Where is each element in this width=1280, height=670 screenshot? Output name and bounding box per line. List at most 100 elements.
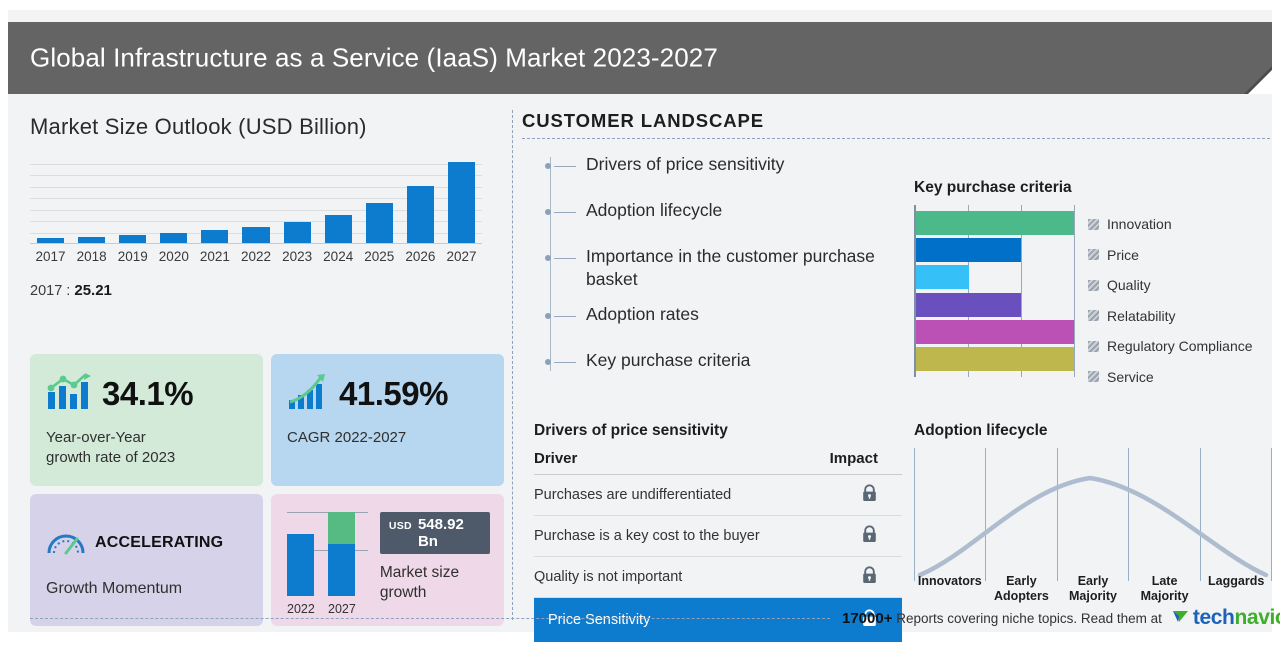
adoption-stage-label: Laggards xyxy=(1208,574,1265,589)
market-size-badge: USD 548.92 Bn xyxy=(379,512,490,554)
customer-landscape-list: Drivers of price sensitivity Adoption lif… xyxy=(522,139,912,395)
drivers-table: Driver Impact Purchases are undifferenti… xyxy=(534,448,902,642)
kpc-bar xyxy=(916,346,1074,371)
customer-landscape-item-label: Key purchase criteria xyxy=(586,350,751,371)
kpc-row-relatability xyxy=(916,292,1074,317)
market-growth-wrap: 2022 2027 USD 548.92 Bn Market size grow… xyxy=(287,508,490,616)
technavio-logo[interactable]: technavio xyxy=(1172,606,1280,630)
kpi-cagr-top: 41.59% xyxy=(287,368,490,420)
momentum-subtitle: Growth Momentum xyxy=(46,580,183,597)
logo-text-tech: tech xyxy=(1192,606,1235,629)
kpc-legend-item: Service xyxy=(1088,362,1253,393)
customer-landscape-panel: CUSTOMER LANDSCAPE Drivers of price sens… xyxy=(522,110,1272,642)
mini-chart-line-mid xyxy=(287,550,368,551)
customer-landscape-item[interactable]: Key purchase criteria xyxy=(545,349,912,383)
bar-label-2024: 2024 xyxy=(323,249,354,264)
kpi-card-market-growth: 2022 2027 USD 548.92 Bn Market size grow… xyxy=(271,494,504,626)
bar-2018 xyxy=(78,236,106,243)
kpc-legend-item: Innovation xyxy=(1088,209,1253,240)
table-row[interactable]: Price Sensitivity xyxy=(534,597,902,642)
market-growth-mini-chart: 2022 2027 xyxy=(287,508,368,616)
customer-landscape-item-label: Drivers of price sensitivity xyxy=(586,154,785,174)
bar-2026 xyxy=(406,186,434,243)
impact-lock-cell[interactable] xyxy=(829,597,902,642)
footer-divider xyxy=(30,617,830,619)
customer-landscape-item[interactable]: Adoption lifecycle xyxy=(545,199,912,233)
chart-gridline xyxy=(30,186,482,188)
kpc-bar xyxy=(916,265,969,290)
lock-icon xyxy=(863,609,876,626)
drivers-col-driver: Driver xyxy=(534,448,830,475)
chart-annotation: 2017 : 25.21 xyxy=(30,282,504,299)
hatch-swatch-icon xyxy=(1088,371,1099,383)
bar-slot xyxy=(194,230,235,243)
kpc-bar xyxy=(916,211,1074,235)
bar-label-2021: 2021 xyxy=(199,249,230,264)
adoption-lifecycle-panel: Adoption lifecycle Innovators Early Adopte… xyxy=(914,422,1272,603)
connector-line xyxy=(554,258,576,259)
header-banner: Global Infrastructure as a Service (IaaS… xyxy=(8,22,1272,94)
stage-line1: Early xyxy=(1006,574,1037,589)
adoption-gridline xyxy=(1128,448,1129,581)
chart-gridline xyxy=(30,221,482,222)
bar-label-2022: 2022 xyxy=(240,249,272,264)
driver-name-cell: Price Sensitivity xyxy=(534,597,830,642)
mini-chart-bars xyxy=(287,512,368,596)
stage-line2: Majority xyxy=(1069,588,1117,603)
market-growth-text: USD 548.92 Bn Market size growth xyxy=(379,508,490,616)
kpi-cagr-value: 41.59% xyxy=(339,375,448,412)
table-row[interactable]: Purchases are undifferentiated xyxy=(534,474,902,516)
connector-line xyxy=(554,212,576,213)
bar-slot xyxy=(30,237,71,243)
bar-label-2026: 2026 xyxy=(405,249,436,264)
chart-axis-line xyxy=(30,243,482,244)
bar-label-2019: 2019 xyxy=(117,249,148,264)
bar-label-2020: 2020 xyxy=(158,249,189,264)
customer-landscape-heading: CUSTOMER LANDSCAPE xyxy=(522,110,764,131)
badge-unit: USD xyxy=(388,520,412,532)
lock-icon xyxy=(863,566,876,583)
mini-bar-2027-base xyxy=(328,543,355,596)
list-spine xyxy=(550,157,551,372)
bar-slot xyxy=(277,222,318,243)
table-row[interactable]: Purchase is a key cost to the buyer xyxy=(534,515,902,557)
customer-landscape-item[interactable]: Drivers of price sensitivity xyxy=(545,153,912,187)
page-fold-corner xyxy=(1248,70,1272,94)
kpi-cagr-subtitle: CAGR 2022-2027 xyxy=(287,429,407,446)
kpi-yoy-value: 34.1% xyxy=(102,375,194,412)
mini-bar-2022 xyxy=(287,512,314,596)
customer-landscape-item[interactable]: Adoption rates xyxy=(545,303,912,337)
adoption-stage-label: Late Majority xyxy=(1129,574,1201,603)
connector-line xyxy=(554,362,576,364)
key-purchase-criteria-panel: Key purchase criteria Innovation Price Qua… xyxy=(914,179,1272,392)
bar-slot xyxy=(318,214,359,243)
bar-slot xyxy=(359,203,400,243)
stage-line1: Early xyxy=(1077,574,1109,589)
impact-lock-cell[interactable] xyxy=(829,515,902,557)
kpc-bar-rows xyxy=(916,211,1074,371)
kpi-yoy-subtitle: Year-over-Year growth rate of 2023 xyxy=(46,428,249,469)
drivers-header-row: Driver Impact xyxy=(534,448,902,475)
bar-slot xyxy=(71,236,112,243)
kpc-legend-item: Price xyxy=(1088,240,1253,271)
adoption-chart: Innovators Early Adopters Early Majority Late… xyxy=(914,448,1272,603)
adoption-gridline xyxy=(914,448,915,581)
impact-lock-cell[interactable] xyxy=(829,474,902,516)
gauge-icon xyxy=(46,526,86,561)
bar-label-2027: 2027 xyxy=(446,249,477,264)
bar-chart-up-icon xyxy=(46,372,92,417)
customer-landscape-body: Drivers of price sensitivity Adoption lif… xyxy=(522,139,1272,642)
market-growth-caption-line1: Market size xyxy=(379,564,460,581)
kpc-gridline-2 xyxy=(1021,205,1022,377)
mini-bar-2022-base xyxy=(287,534,314,596)
kpc-title: Key purchase criteria xyxy=(914,179,1072,196)
kpc-gridline-1 xyxy=(968,205,969,377)
bullet-dot-icon xyxy=(545,209,551,215)
bar-2020 xyxy=(160,232,188,243)
kpc-row-regulatory-compliance xyxy=(916,319,1074,344)
customer-landscape-item[interactable]: Importance in the customer purchase bask… xyxy=(545,245,912,291)
table-row[interactable]: Quality is not important xyxy=(534,556,902,598)
impact-lock-cell[interactable] xyxy=(829,556,902,598)
adoption-gridline xyxy=(1271,448,1272,581)
mini-chart-labels: 2022 2027 xyxy=(287,602,368,616)
